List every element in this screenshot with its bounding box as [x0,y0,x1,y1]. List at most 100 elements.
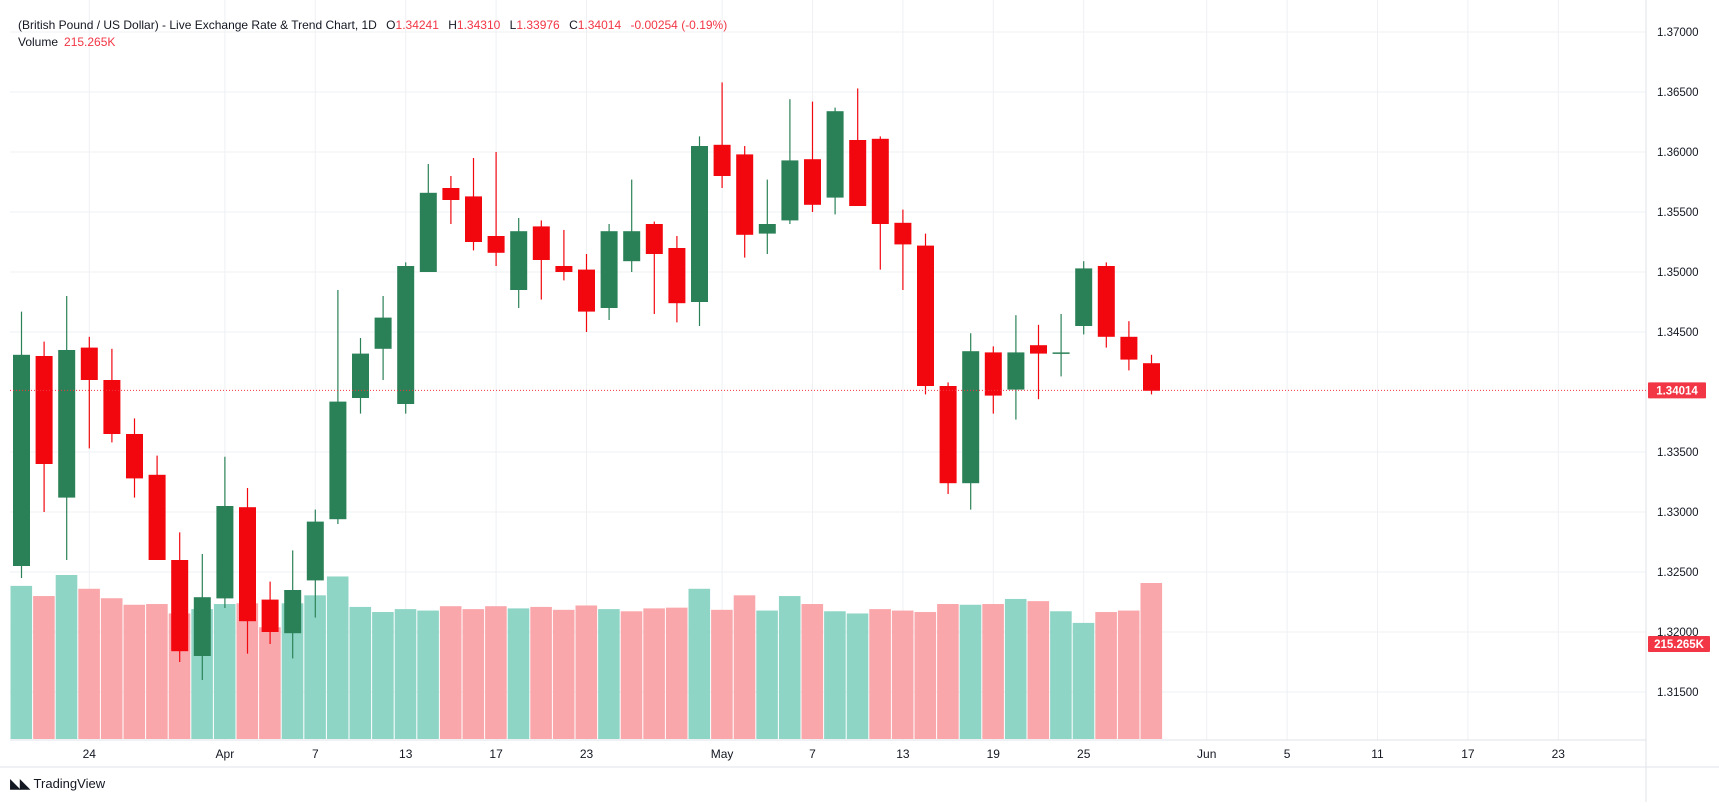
candle[interactable] [962,333,980,510]
volume-bar [801,604,824,739]
volume-bar [123,604,146,739]
volume-bar [213,604,236,739]
candle[interactable] [713,82,731,188]
candle[interactable] [804,101,821,212]
candle[interactable] [35,341,53,512]
candle[interactable] [374,296,392,380]
candle[interactable] [442,176,460,224]
legend-volume-line: Volume 215.265K [18,34,727,51]
time-tick-label: 13 [399,747,413,761]
candle[interactable] [939,382,957,494]
volume-bar [33,596,55,739]
candle[interactable] [216,456,234,608]
tradingview-brand[interactable]: ◣◣ TradingView [10,775,105,792]
candle-body [374,317,392,349]
brand-name: TradingView [33,776,106,791]
candle[interactable] [261,581,279,644]
volume-bar [417,610,439,739]
candle[interactable] [306,509,324,618]
candle[interactable] [600,224,618,320]
time-tick-label: May [711,747,734,761]
candle-body [80,347,98,380]
volume-bar [1004,598,1027,739]
high-value: 1.34310 [456,18,501,32]
candle[interactable] [578,254,595,332]
candle[interactable] [758,179,776,254]
candle[interactable] [1030,324,1047,400]
candle[interactable] [329,290,347,524]
candle[interactable] [419,164,437,272]
candle[interactable] [284,550,302,659]
volume-bar [778,596,801,739]
price-tick-label: 1.35000 [1657,267,1699,279]
volume-bar [326,576,349,739]
candle[interactable] [668,236,686,323]
volume-bar [914,612,937,739]
candle[interactable] [510,218,528,308]
candle[interactable] [1007,315,1025,420]
legend-price-line: (British Pound / US Dollar) - Live Excha… [18,17,727,34]
candle-body [1007,352,1025,390]
candle[interactable] [781,99,799,224]
candle[interactable] [623,179,641,272]
candle-body [781,160,799,221]
price-tick-label: 1.32500 [1657,567,1699,579]
price-tick-label: 1.33000 [1657,507,1699,519]
candle-body [465,196,482,242]
candle[interactable] [917,233,934,395]
candle[interactable] [984,346,1002,414]
candle-body [871,138,889,224]
volume-bar [733,595,756,739]
candle[interactable] [487,152,505,266]
candle[interactable] [849,88,867,206]
candle[interactable] [736,146,754,258]
candle[interactable] [148,455,166,560]
candle[interactable] [352,338,369,414]
candle-body [13,354,30,566]
candle-body [555,266,573,272]
time-tick-label: 24 [83,747,97,761]
candle[interactable] [465,158,482,251]
candle[interactable] [826,107,844,215]
volume-bar [688,588,711,739]
candle[interactable] [1097,262,1115,348]
candle[interactable] [645,221,663,314]
time-tick-label: 5 [1284,747,1291,761]
price-tick-label: 1.31500 [1657,687,1699,699]
candle[interactable] [80,336,98,449]
candle[interactable] [397,262,415,414]
volume-bar [507,608,530,739]
volume-bar [756,610,778,739]
candle[interactable] [103,348,121,443]
volume-bar [236,603,259,739]
candle-body [1030,345,1047,354]
candle-body [487,236,505,253]
volume-bar [937,604,959,739]
candle[interactable] [126,418,143,498]
candle[interactable] [13,311,30,578]
candle[interactable] [532,220,550,300]
volume-bar [1027,601,1050,739]
candle[interactable] [193,554,211,680]
candle[interactable] [1052,314,1070,377]
candle[interactable] [58,296,76,560]
candle[interactable] [894,209,912,290]
candle[interactable] [1143,354,1160,395]
candle[interactable] [239,488,256,654]
candle-body [691,146,708,302]
price-tick-label: 1.37000 [1657,27,1699,39]
volume-bar [620,611,643,739]
candle[interactable] [555,230,573,281]
volume-bar [552,609,575,739]
candle[interactable] [171,532,189,662]
candle[interactable] [1120,321,1138,371]
candle[interactable] [1075,261,1093,335]
volume-bar [304,595,326,739]
candle[interactable] [871,136,889,270]
candle-body [216,506,234,599]
candle[interactable] [691,136,708,326]
volume-bar [869,609,891,739]
volume-bar [575,605,598,739]
